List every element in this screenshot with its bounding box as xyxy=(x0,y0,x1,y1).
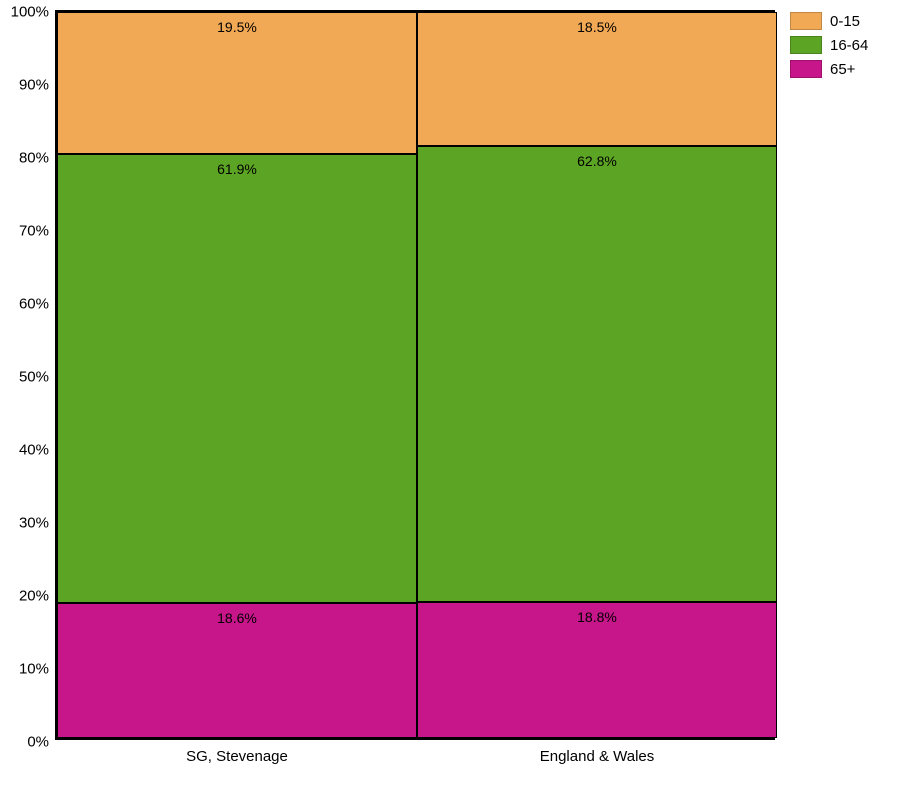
bar-segment: 19.5% xyxy=(57,12,417,154)
legend-item: 65+ xyxy=(790,60,868,78)
ytick-label: 100% xyxy=(11,4,49,21)
ytick-label: 10% xyxy=(19,661,49,678)
ytick-label: 70% xyxy=(19,223,49,240)
segment-label: 19.5% xyxy=(217,19,257,35)
segment-label: 18.5% xyxy=(577,19,617,35)
bar-group: 18.8% 62.8% 18.5% xyxy=(417,12,777,738)
plot-area: 0%10%20%30%40%50%60%70%80%90%100%18.6%61… xyxy=(55,10,775,740)
legend-item: 16-64 xyxy=(790,36,868,54)
legend-label: 0-15 xyxy=(830,13,860,30)
ytick-label: 50% xyxy=(19,369,49,386)
bar-segment: 18.8% xyxy=(417,602,777,738)
ytick-label: 30% xyxy=(19,515,49,532)
bar-segment: 61.9% xyxy=(57,154,417,603)
xtick-label: England & Wales xyxy=(540,748,655,765)
ytick-label: 20% xyxy=(19,588,49,605)
bar-group: 18.6% 61.9% 19.5% xyxy=(57,12,417,738)
bar-segment: 18.6% xyxy=(57,603,417,738)
bar-segment: 18.5% xyxy=(417,12,777,146)
legend: 0-15 16-64 65+ xyxy=(790,12,868,84)
legend-swatch xyxy=(790,12,822,30)
ytick-label: 0% xyxy=(27,734,49,751)
legend-swatch xyxy=(790,36,822,54)
xtick-label: SG, Stevenage xyxy=(186,748,288,765)
segment-label: 18.6% xyxy=(217,610,257,626)
segment-label: 62.8% xyxy=(577,153,617,169)
legend-label: 65+ xyxy=(830,61,855,78)
legend-label: 16-64 xyxy=(830,37,868,54)
ytick-label: 80% xyxy=(19,150,49,167)
legend-swatch xyxy=(790,60,822,78)
ytick-label: 40% xyxy=(19,442,49,459)
ytick-label: 60% xyxy=(19,296,49,313)
segment-label: 18.8% xyxy=(577,609,617,625)
legend-item: 0-15 xyxy=(790,12,868,30)
segment-label: 61.9% xyxy=(217,161,257,177)
ytick-label: 90% xyxy=(19,77,49,94)
chart-container: 0%10%20%30%40%50%60%70%80%90%100%18.6%61… xyxy=(55,10,775,740)
bar-segment: 62.8% xyxy=(417,146,777,601)
